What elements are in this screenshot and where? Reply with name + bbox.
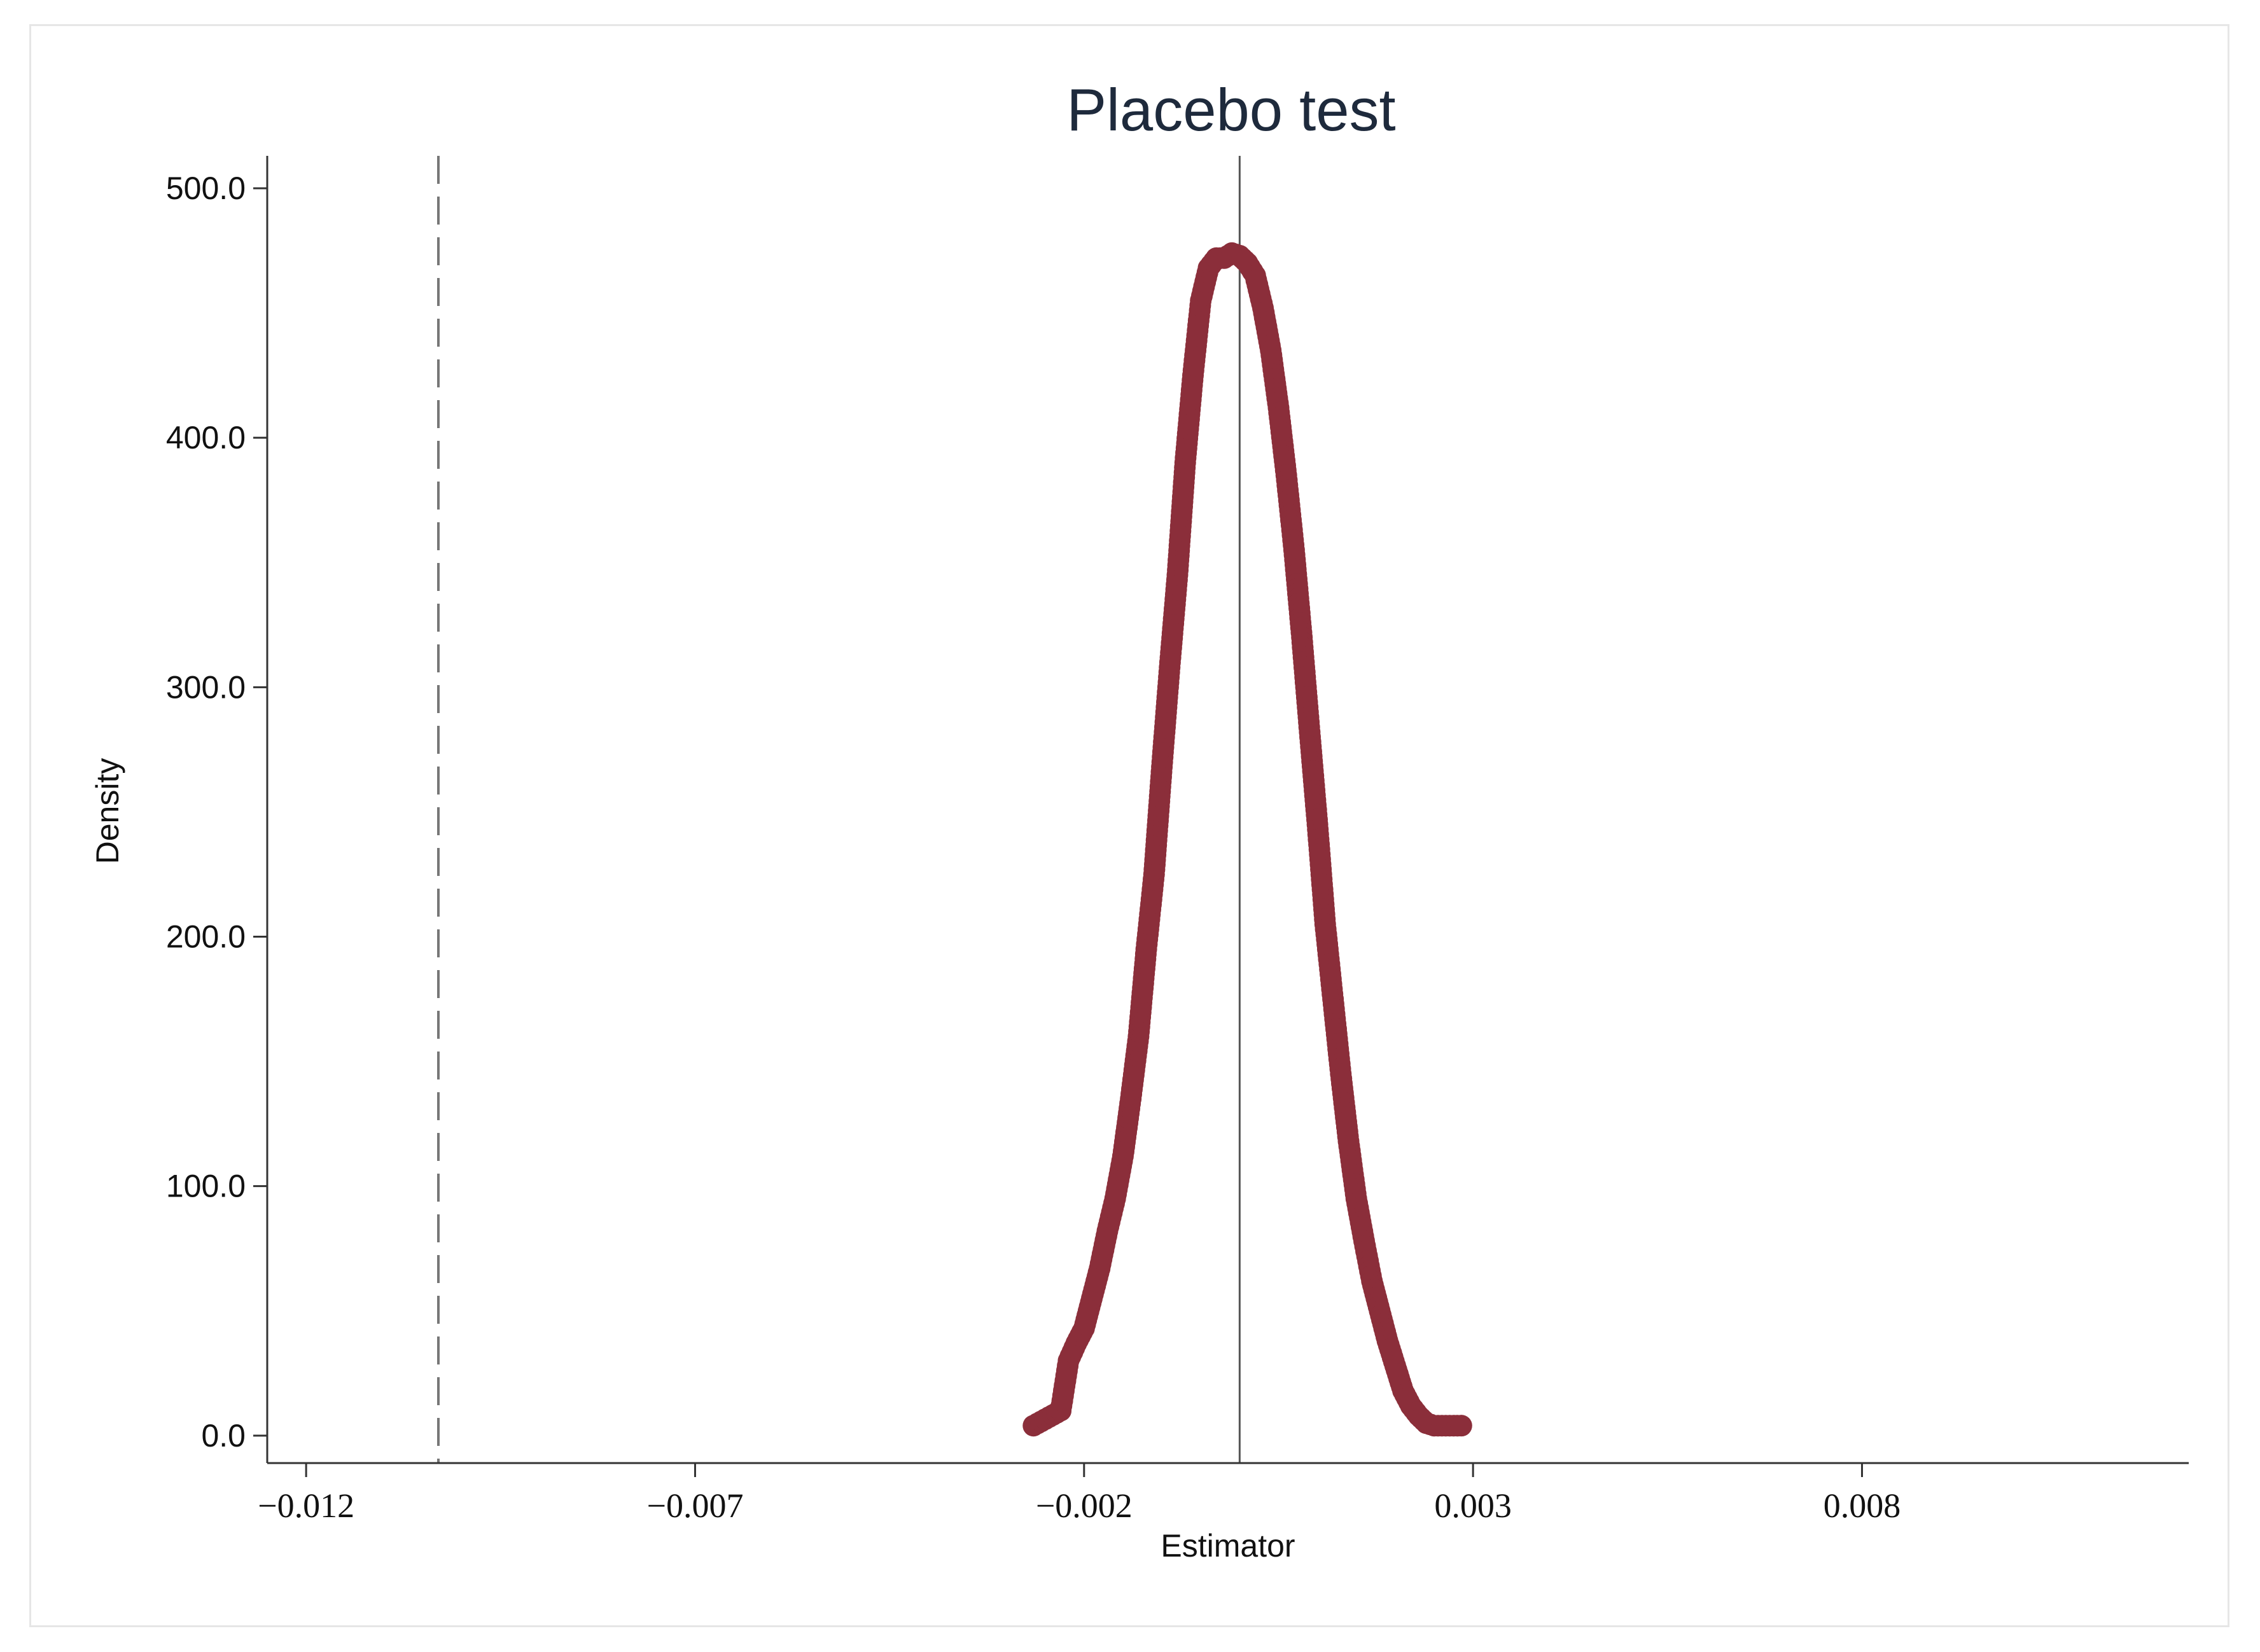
chart-frame (29, 24, 2229, 1627)
y-tick-label: 400.0 (166, 420, 246, 455)
y-tick-label: 300.0 (166, 669, 246, 705)
reference-lines (436, 156, 1241, 1463)
y-tick-label: 200.0 (166, 919, 246, 955)
x-tick-label: 0.008 (1824, 1487, 1901, 1525)
y-tick-label: 500.0 (166, 170, 246, 206)
x-tick-label: −0.007 (646, 1487, 743, 1525)
y-tick-label: 0.0 (201, 1418, 246, 1454)
axes (266, 156, 2189, 1464)
density-point (1450, 1415, 1472, 1437)
x-tick-label: 0.003 (1434, 1487, 1512, 1525)
x-tick-label: −0.012 (258, 1487, 354, 1525)
chart-title: Placebo test (1066, 76, 1395, 143)
x-axis-label: Estimator (1161, 1528, 1295, 1564)
y-axis-label: Density (90, 758, 125, 864)
y-ticks: 0.0 100.0 200.0 300.0 400.0 500.0 (166, 170, 267, 1454)
y-tick-label: 100.0 (166, 1169, 246, 1204)
x-ticks: −0.012 −0.007 −0.002 0.003 0.008 (258, 1463, 1901, 1525)
x-tick-label: −0.002 (1036, 1487, 1133, 1525)
density-series (1022, 242, 1472, 1437)
